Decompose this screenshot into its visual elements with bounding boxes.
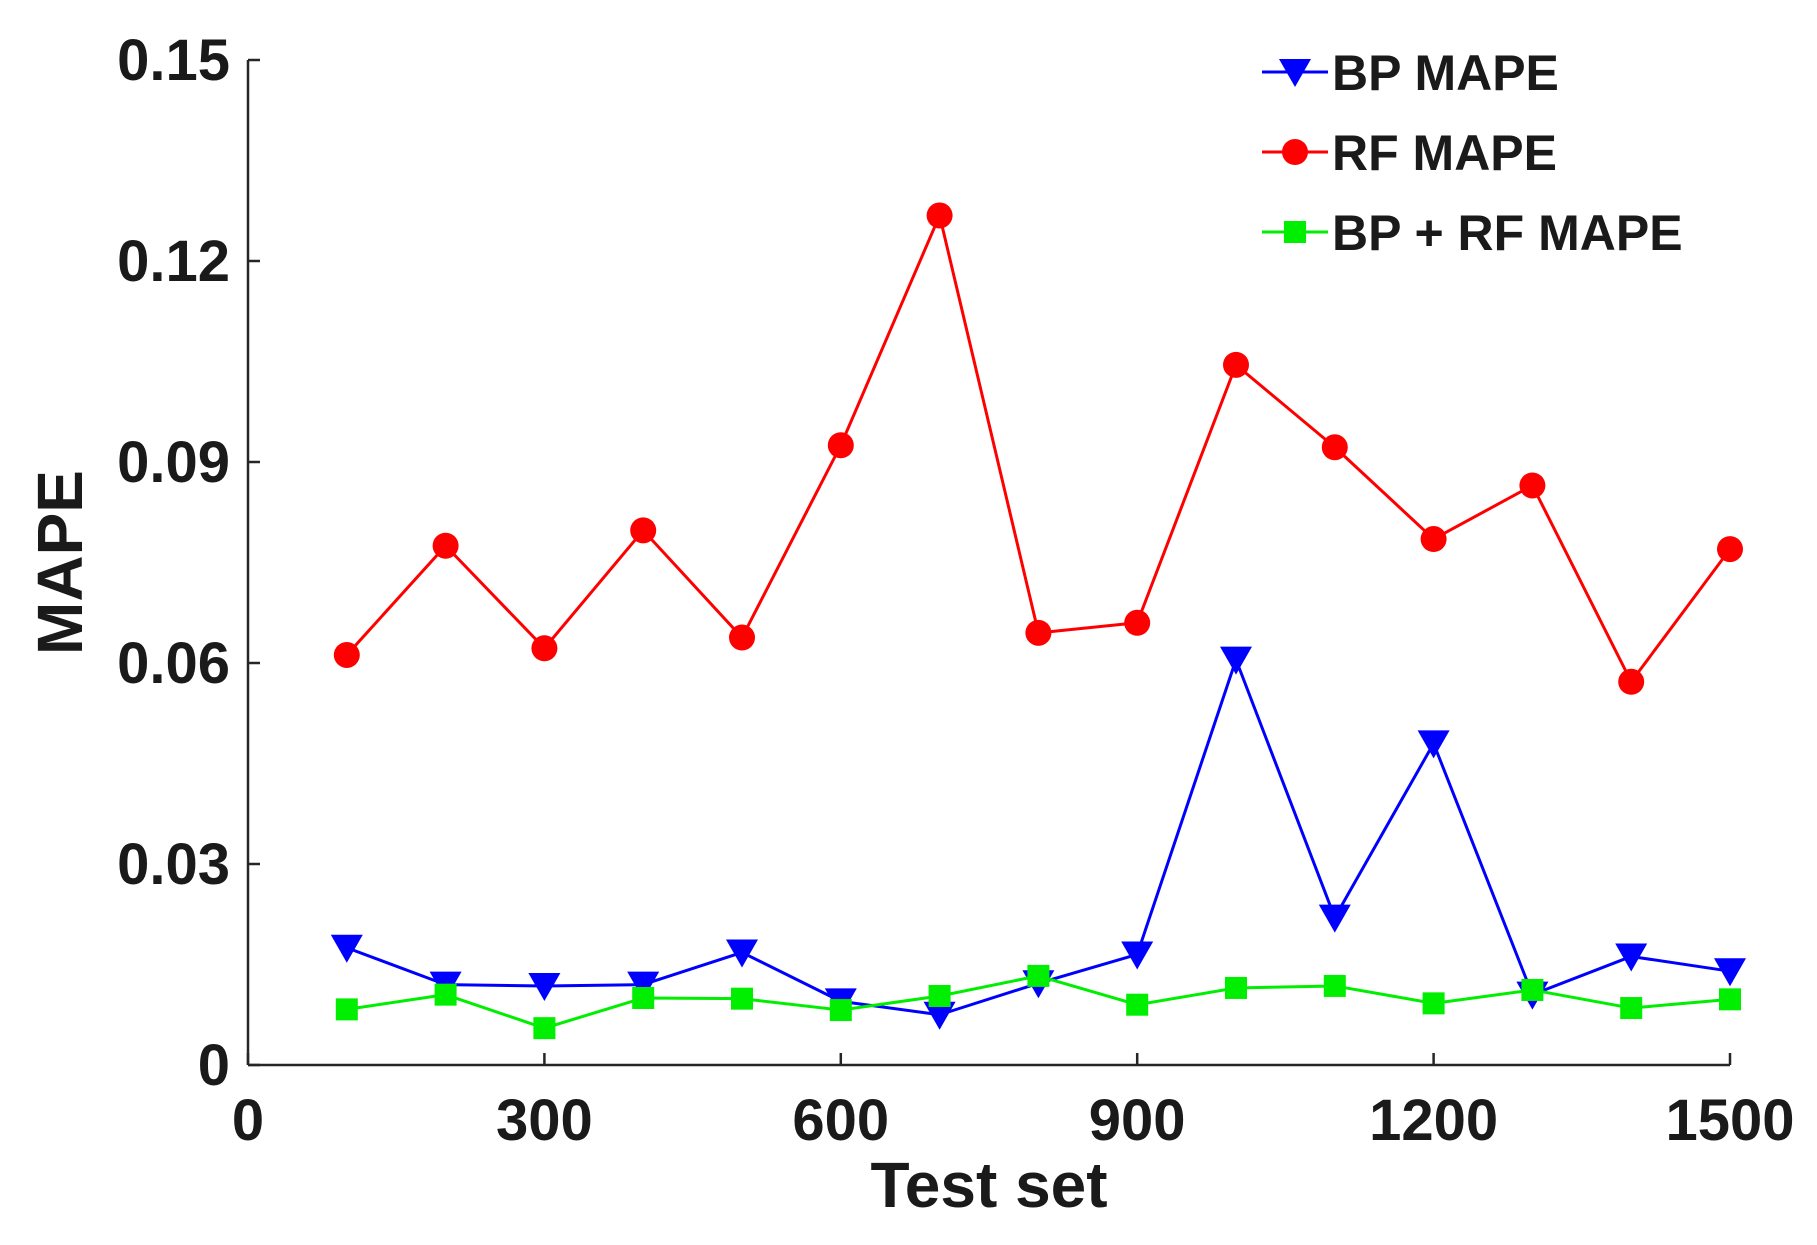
- data-point-bp-rf-mape: [1620, 997, 1643, 1020]
- x-tick-label: 1500: [1665, 1088, 1794, 1153]
- series-line-rf-mape: [345, 213, 1732, 684]
- data-point-rf-mape: [1618, 668, 1645, 695]
- y-tick-label: 0.09: [117, 430, 230, 495]
- data-point-rf-mape: [432, 532, 459, 559]
- series-layer: [330, 202, 1746, 1040]
- data-point-bp-rf-mape: [1225, 976, 1247, 999]
- legend-marker: [1284, 221, 1306, 243]
- x-tick-label: 1200: [1369, 1088, 1498, 1153]
- data-point-bp-rf-mape: [1422, 992, 1445, 1015]
- data-point-bp-mape: [726, 939, 758, 968]
- y-axis-title: MAPE: [24, 470, 96, 655]
- data-point-bp-mape: [627, 971, 660, 1000]
- series-bp-rf-mape: [335, 964, 1741, 1040]
- data-point-bp-rf-mape: [434, 983, 457, 1006]
- data-point-bp-rf-mape: [731, 987, 753, 1010]
- data-point-rf-mape: [1321, 434, 1348, 461]
- x-tick-label: 900: [1089, 1088, 1186, 1153]
- data-point-rf-mape: [1124, 609, 1151, 636]
- data-point-bp-mape: [1121, 941, 1154, 970]
- data-point-rf-mape: [1025, 619, 1052, 646]
- data-point-rf-mape: [531, 635, 558, 662]
- data-point-bp-rf-mape: [1521, 978, 1544, 1001]
- series-line-bp-mape: [346, 658, 1731, 1017]
- data-point-bp-rf-mape: [829, 999, 852, 1022]
- y-tick-label: 0.15: [117, 28, 230, 93]
- series-rf-mape: [333, 202, 1743, 695]
- legend-marker: [1279, 59, 1311, 87]
- data-point-rf-mape: [1420, 526, 1447, 553]
- x-tick-label: 300: [496, 1088, 593, 1153]
- y-tick-label: 0.03: [117, 832, 230, 897]
- data-point-bp-mape: [1714, 958, 1746, 987]
- data-point-rf-mape: [333, 641, 360, 668]
- data-point-bp-rf-mape: [533, 1017, 556, 1040]
- data-point-rf-mape: [729, 624, 755, 651]
- data-point-bp-rf-mape: [632, 987, 655, 1009]
- data-point-rf-mape: [1519, 472, 1546, 499]
- legend-item-bp-mape: BP MAPE: [1262, 45, 1559, 101]
- data-point-bp-rf-mape: [928, 984, 951, 1007]
- y-tick-label: 0.06: [117, 631, 230, 696]
- axes: 0 0.03 0.06 0.09 0.12 0.15 0 300 600 900 1200 1500: [117, 28, 1794, 1153]
- data-point-rf-mape: [926, 202, 953, 229]
- legend-label: RF MAPE: [1332, 125, 1557, 181]
- legend-item-bp-rf-mape: BP + RF MAPE: [1262, 205, 1683, 261]
- legend-item-rf-mape: RF MAPE: [1262, 125, 1557, 181]
- data-point-bp-rf-mape: [335, 998, 358, 1021]
- data-point-rf-mape: [1223, 351, 1249, 378]
- data-point-bp-rf-mape: [1027, 964, 1050, 987]
- x-tick-label: 600: [792, 1088, 889, 1153]
- data-point-bp-mape: [1220, 646, 1252, 675]
- legend-label: BP + RF MAPE: [1332, 205, 1683, 261]
- legend-label: BP MAPE: [1332, 45, 1559, 101]
- data-point-bp-rf-mape: [1323, 974, 1346, 997]
- data-point-bp-mape: [528, 972, 561, 1001]
- data-point-rf-mape: [630, 517, 657, 544]
- data-point-bp-mape: [1318, 904, 1351, 933]
- data-point-bp-mape: [1615, 943, 1648, 972]
- legend-marker: [1282, 139, 1308, 165]
- data-point-rf-mape: [827, 432, 854, 459]
- x-axis-title: Test set: [870, 1149, 1107, 1221]
- y-tick-label: 0: [198, 1033, 230, 1098]
- data-point-bp-mape: [923, 1001, 956, 1030]
- y-tick-label: 0.12: [117, 229, 230, 294]
- data-point-bp-rf-mape: [1719, 988, 1741, 1011]
- legend: BP MAPE RF MAPE BP + RF MAPE: [1262, 45, 1683, 261]
- data-point-bp-rf-mape: [1126, 993, 1149, 1016]
- data-point-rf-mape: [1717, 536, 1743, 563]
- data-point-bp-mape: [330, 934, 363, 963]
- data-point-bp-mape: [1417, 730, 1450, 759]
- x-tick-label: 0: [232, 1088, 264, 1153]
